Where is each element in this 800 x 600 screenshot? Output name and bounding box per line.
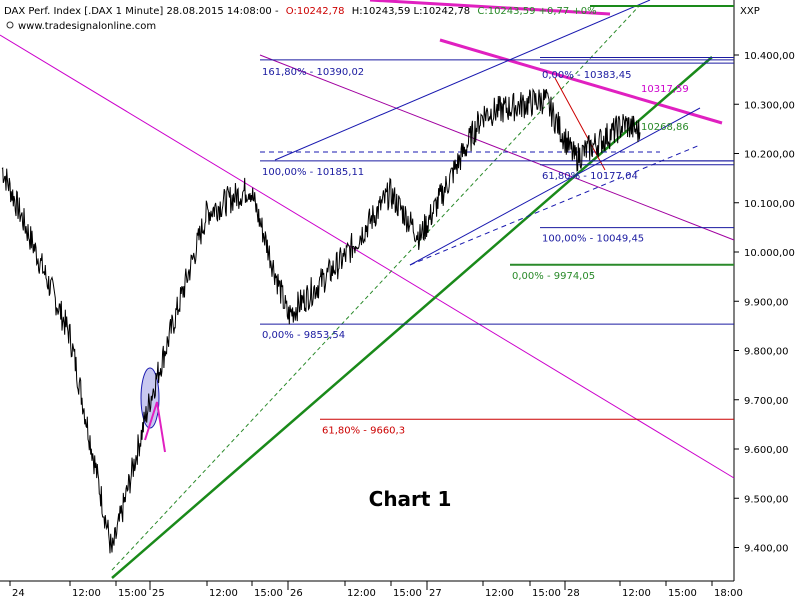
magenta-resistance-line <box>439 38 723 125</box>
fib-level-label: 0,00% - 9974,05 <box>512 271 595 282</box>
purple-channel-line <box>259 54 735 241</box>
x-tick-label: 12:00 <box>485 588 514 599</box>
y-tick-label: 9.600,00 <box>744 445 789 456</box>
green-dashed-line <box>111 4 641 571</box>
hlc-values: H:10243,59 L:10242,78 <box>352 6 470 17</box>
x-tick-label: 24 <box>12 588 25 599</box>
y-tick-label: 9.500,00 <box>744 494 789 505</box>
magenta-arrow <box>144 401 166 453</box>
x-tick-label: 12:00 <box>347 588 376 599</box>
website-icon <box>6 21 14 29</box>
price-annotation: 10268,86 <box>641 122 689 133</box>
y-tick-label: 9.900,00 <box>744 297 789 308</box>
x-tick-label: 15:00 <box>118 588 147 599</box>
y-tick-label: 10.400,00 <box>744 51 795 62</box>
open-value: O:10242,78 <box>286 6 345 17</box>
fib-level-label: 61,80% - 9660,3 <box>322 425 405 436</box>
fib-level-label: 0,00% - 10383,45 <box>542 70 631 81</box>
x-tick-label: 15:00 <box>254 588 283 599</box>
y-tick-label: 10.100,00 <box>744 199 795 210</box>
chart-title: Chart 1 <box>369 487 452 511</box>
price-annotation: 10317,59 <box>641 84 689 95</box>
y-tick-label: 9.700,00 <box>744 396 789 407</box>
x-tick-label: 28 <box>567 588 580 599</box>
instrument-label: DAX Perf. Index [.DAX 1 Minute] 28.08.20… <box>4 6 279 17</box>
y-tick-label: 10.200,00 <box>744 150 795 161</box>
y-tick-label: 10.000,00 <box>744 248 795 259</box>
x-tick-label: 15:00 <box>668 588 697 599</box>
chart-header: DAX Perf. Index [.DAX 1 Minute] 28.08.20… <box>4 6 597 17</box>
y-tick-label: 9.400,00 <box>744 544 789 555</box>
blue-channel-bottom <box>409 107 701 266</box>
x-tick-label: 27 <box>429 588 442 599</box>
fib-level-label: 0,00% - 9853,54 <box>262 330 345 341</box>
y-tick-label: 10.300,00 <box>744 100 795 111</box>
magenta-top-line <box>369 0 611 16</box>
x-tick-label: 12:00 <box>72 588 101 599</box>
fib-level-label: 161,80% - 10390,02 <box>262 67 364 78</box>
website-label: www.tradesignalonline.com <box>18 21 156 32</box>
fib-level-label: 100,00% - 10049,45 <box>542 234 644 245</box>
blue-channel-top <box>274 0 651 161</box>
magenta-trendline-long <box>0 34 735 479</box>
green-support-line <box>111 56 713 579</box>
symbol-label: XXP <box>740 6 760 17</box>
x-tick-label: 18:00 <box>714 588 743 599</box>
x-tick-label: 12:00 <box>622 588 651 599</box>
x-tick-label: 15:00 <box>532 588 561 599</box>
y-tick-label: 9.800,00 <box>744 347 789 358</box>
x-tick-label: 12:00 <box>209 588 238 599</box>
x-tick-label: 26 <box>290 588 303 599</box>
fib-level-label: 100,00% - 10185,11 <box>262 167 364 178</box>
price-series-line <box>1 87 641 554</box>
fib-level-label: 61,80% - 10177,04 <box>542 171 638 182</box>
x-tick-label: 15:00 <box>393 588 422 599</box>
x-tick-label: 25 <box>152 588 165 599</box>
change-value: C:10243,59 +0,77 +0% <box>477 6 596 17</box>
